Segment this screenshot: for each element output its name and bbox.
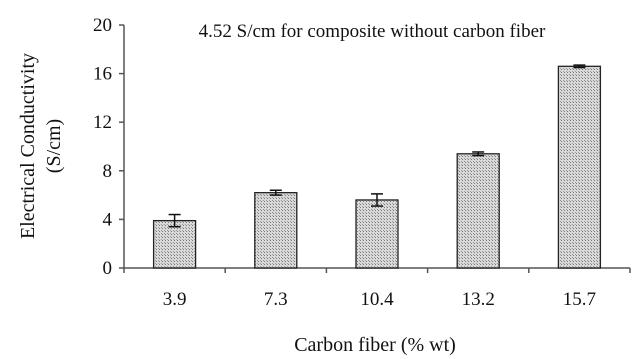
chart-title: 4.52 S/cm for composite without carbon f… [199,21,546,42]
bar-3.9 [152,219,197,269]
y-tick-label-4: 16 [93,64,112,85]
bar-7.3 [254,192,298,269]
bar-15.7 [557,65,602,269]
x-tick-label-15.7: 15.7 [563,289,596,310]
y-axis-label: Electrical Conductivity (S/cm) [17,53,65,239]
y-axis-label-line1: Electrical Conductivity [17,53,39,239]
y-tick-label-1: 4 [103,209,113,230]
y-tick-label-0: 0 [103,258,113,279]
x-tick-label-13.2: 13.2 [462,289,495,310]
x-tick-label-7.3: 7.3 [264,289,288,310]
x-tick-label-10.4: 10.4 [360,289,394,310]
y-tick-label-2: 8 [103,161,113,182]
bar-13.2 [456,153,500,269]
x-axis-label: Carbon fiber (% wt) [294,334,456,356]
bar-10.4 [355,199,399,269]
y-axis-label-line2: (S/cm) [43,119,65,173]
y-tick-label-3: 12 [93,112,112,133]
y-tick-label-5: 20 [93,15,112,36]
plot-area: 0 4 8 12 16 20 3.9 7.3 10.4 13.2 15.7 [93,15,631,310]
x-tick-label-3.9: 3.9 [163,289,187,310]
